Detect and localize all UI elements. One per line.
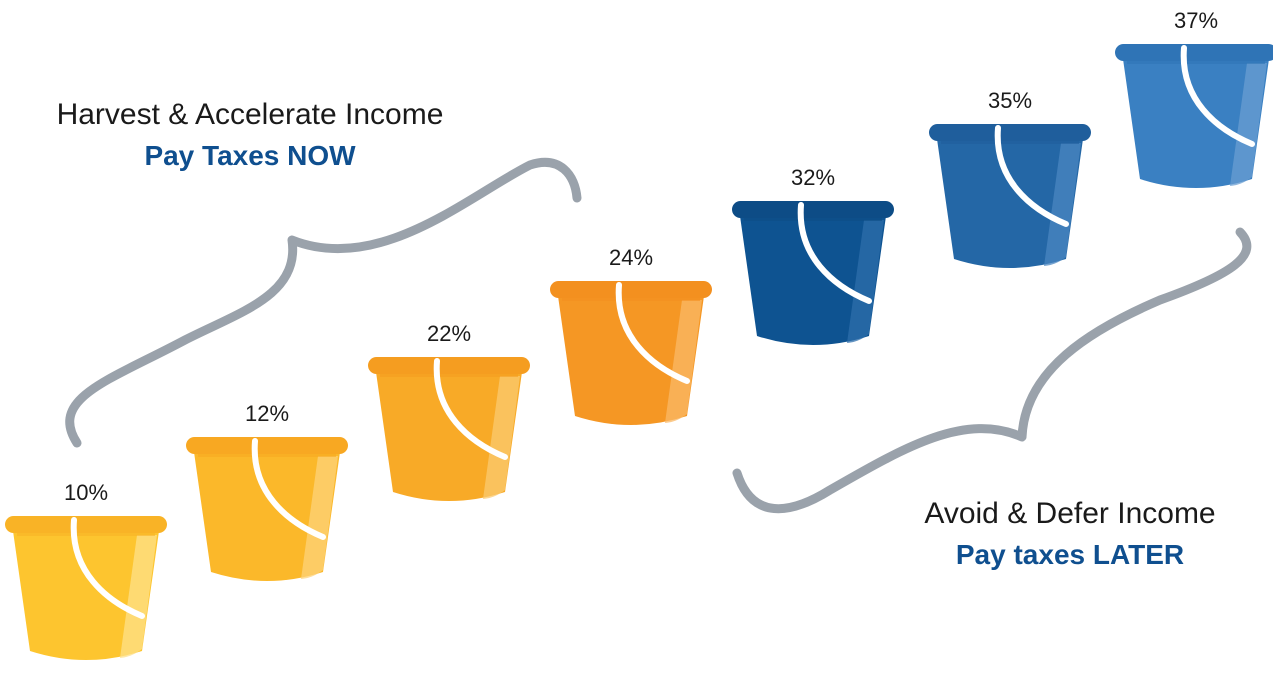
bucket-highlight <box>665 300 702 423</box>
bracket-rate-label: 22% <box>427 321 471 346</box>
bucket-rim <box>732 201 894 218</box>
bucket-inner-shadow <box>198 452 336 457</box>
bucket-handle <box>433 358 508 460</box>
bracket-rate-label: 37% <box>1174 8 1218 33</box>
bracket-rate-label: 32% <box>791 165 835 190</box>
bucket-body <box>558 296 704 425</box>
tax-bucket: 12% <box>186 401 348 581</box>
bucket-rim <box>5 516 167 533</box>
tax-bucket: 37% <box>1115 8 1273 188</box>
bucket-inner-shadow <box>941 139 1079 144</box>
tax-bucket: 32% <box>732 165 894 345</box>
bucket-handle <box>994 125 1069 227</box>
bucket-body <box>194 452 340 581</box>
bucket-rim <box>550 281 712 298</box>
bucket-highlight <box>120 535 157 658</box>
bucket-inner-shadow <box>380 372 518 377</box>
bucket-handle <box>797 202 872 304</box>
bucket-inner-shadow <box>744 216 882 221</box>
pay-later-label: Pay taxes LATER <box>955 538 1185 570</box>
bucket-rim <box>186 437 348 454</box>
bracket-rate-label: 12% <box>245 401 289 426</box>
pay-now-label: Pay Taxes NOW <box>144 139 356 171</box>
tax-bucket: 24% <box>550 245 712 425</box>
harvest-caption: Harvest & Accelerate Income Pay Taxes NO… <box>0 96 500 173</box>
tax-bucket: 22% <box>368 321 530 501</box>
right-brace <box>732 227 1252 514</box>
bracket-rate-label: 35% <box>988 88 1032 113</box>
tax-bucket: 10% <box>5 480 167 660</box>
defer-title: Avoid & Defer Income <box>924 497 1216 530</box>
bucket-body <box>740 216 886 345</box>
bucket-highlight <box>1230 63 1267 186</box>
bucket-highlight <box>483 376 520 499</box>
bucket-highlight <box>1044 143 1081 266</box>
bucket-body <box>937 139 1083 268</box>
bracket-rate-label: 24% <box>609 245 653 270</box>
bucket-body <box>1123 59 1269 188</box>
bucket-inner-shadow <box>562 296 700 301</box>
bucket-body <box>376 372 522 501</box>
bucket-body <box>13 531 159 660</box>
bucket-inner-shadow <box>1127 59 1265 64</box>
left-brace <box>65 157 582 448</box>
bucket-highlight <box>301 456 338 579</box>
bucket-inner-shadow <box>17 531 155 536</box>
harvest-title: Harvest & Accelerate Income <box>56 98 444 131</box>
bucket-highlight <box>847 220 884 343</box>
bucket-handle <box>615 282 690 384</box>
bucket-handle <box>1180 45 1255 147</box>
bracket-rate-label: 10% <box>64 480 108 505</box>
bucket-rim <box>929 124 1091 141</box>
defer-caption: Avoid & Defer Income Pay taxes LATER <box>880 495 1260 572</box>
bucket-handle <box>251 438 326 540</box>
bucket-rim <box>368 357 530 374</box>
bucket-handle <box>70 517 145 619</box>
tax-bucket: 35% <box>929 88 1091 268</box>
bucket-rim <box>1115 44 1273 61</box>
